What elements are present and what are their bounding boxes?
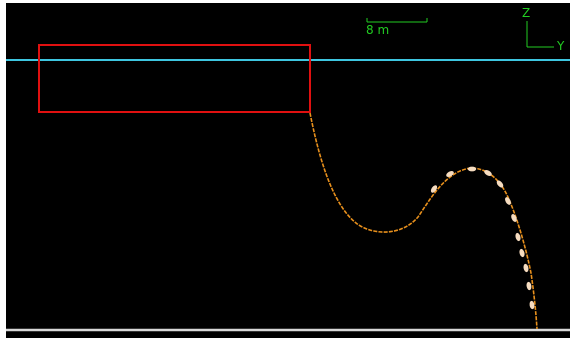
- buoy: [523, 263, 529, 273]
- scene-canvas: [6, 18, 570, 332]
- buoy: [446, 171, 454, 177]
- 3d-viewport[interactable]: 8 m Z Y: [6, 3, 570, 338]
- buoy: [430, 185, 438, 193]
- scale-bar: [366, 18, 428, 23]
- axis-z-label: Z: [522, 6, 531, 20]
- buoy: [467, 166, 477, 172]
- buoy-group: [430, 166, 535, 310]
- vessel-outline: [38, 44, 311, 113]
- buoy: [519, 248, 525, 258]
- buoy: [511, 214, 517, 222]
- buoy: [484, 170, 492, 176]
- buoy: [515, 232, 521, 242]
- buoy: [526, 281, 532, 291]
- buoy: [496, 180, 504, 188]
- scale-bar-label: 8 m: [366, 23, 390, 37]
- buoy: [529, 300, 535, 310]
- axis-y-label: Y: [557, 39, 565, 53]
- mooring-line: [309, 112, 538, 330]
- buoy: [505, 197, 511, 205]
- axis-triad: [526, 21, 554, 48]
